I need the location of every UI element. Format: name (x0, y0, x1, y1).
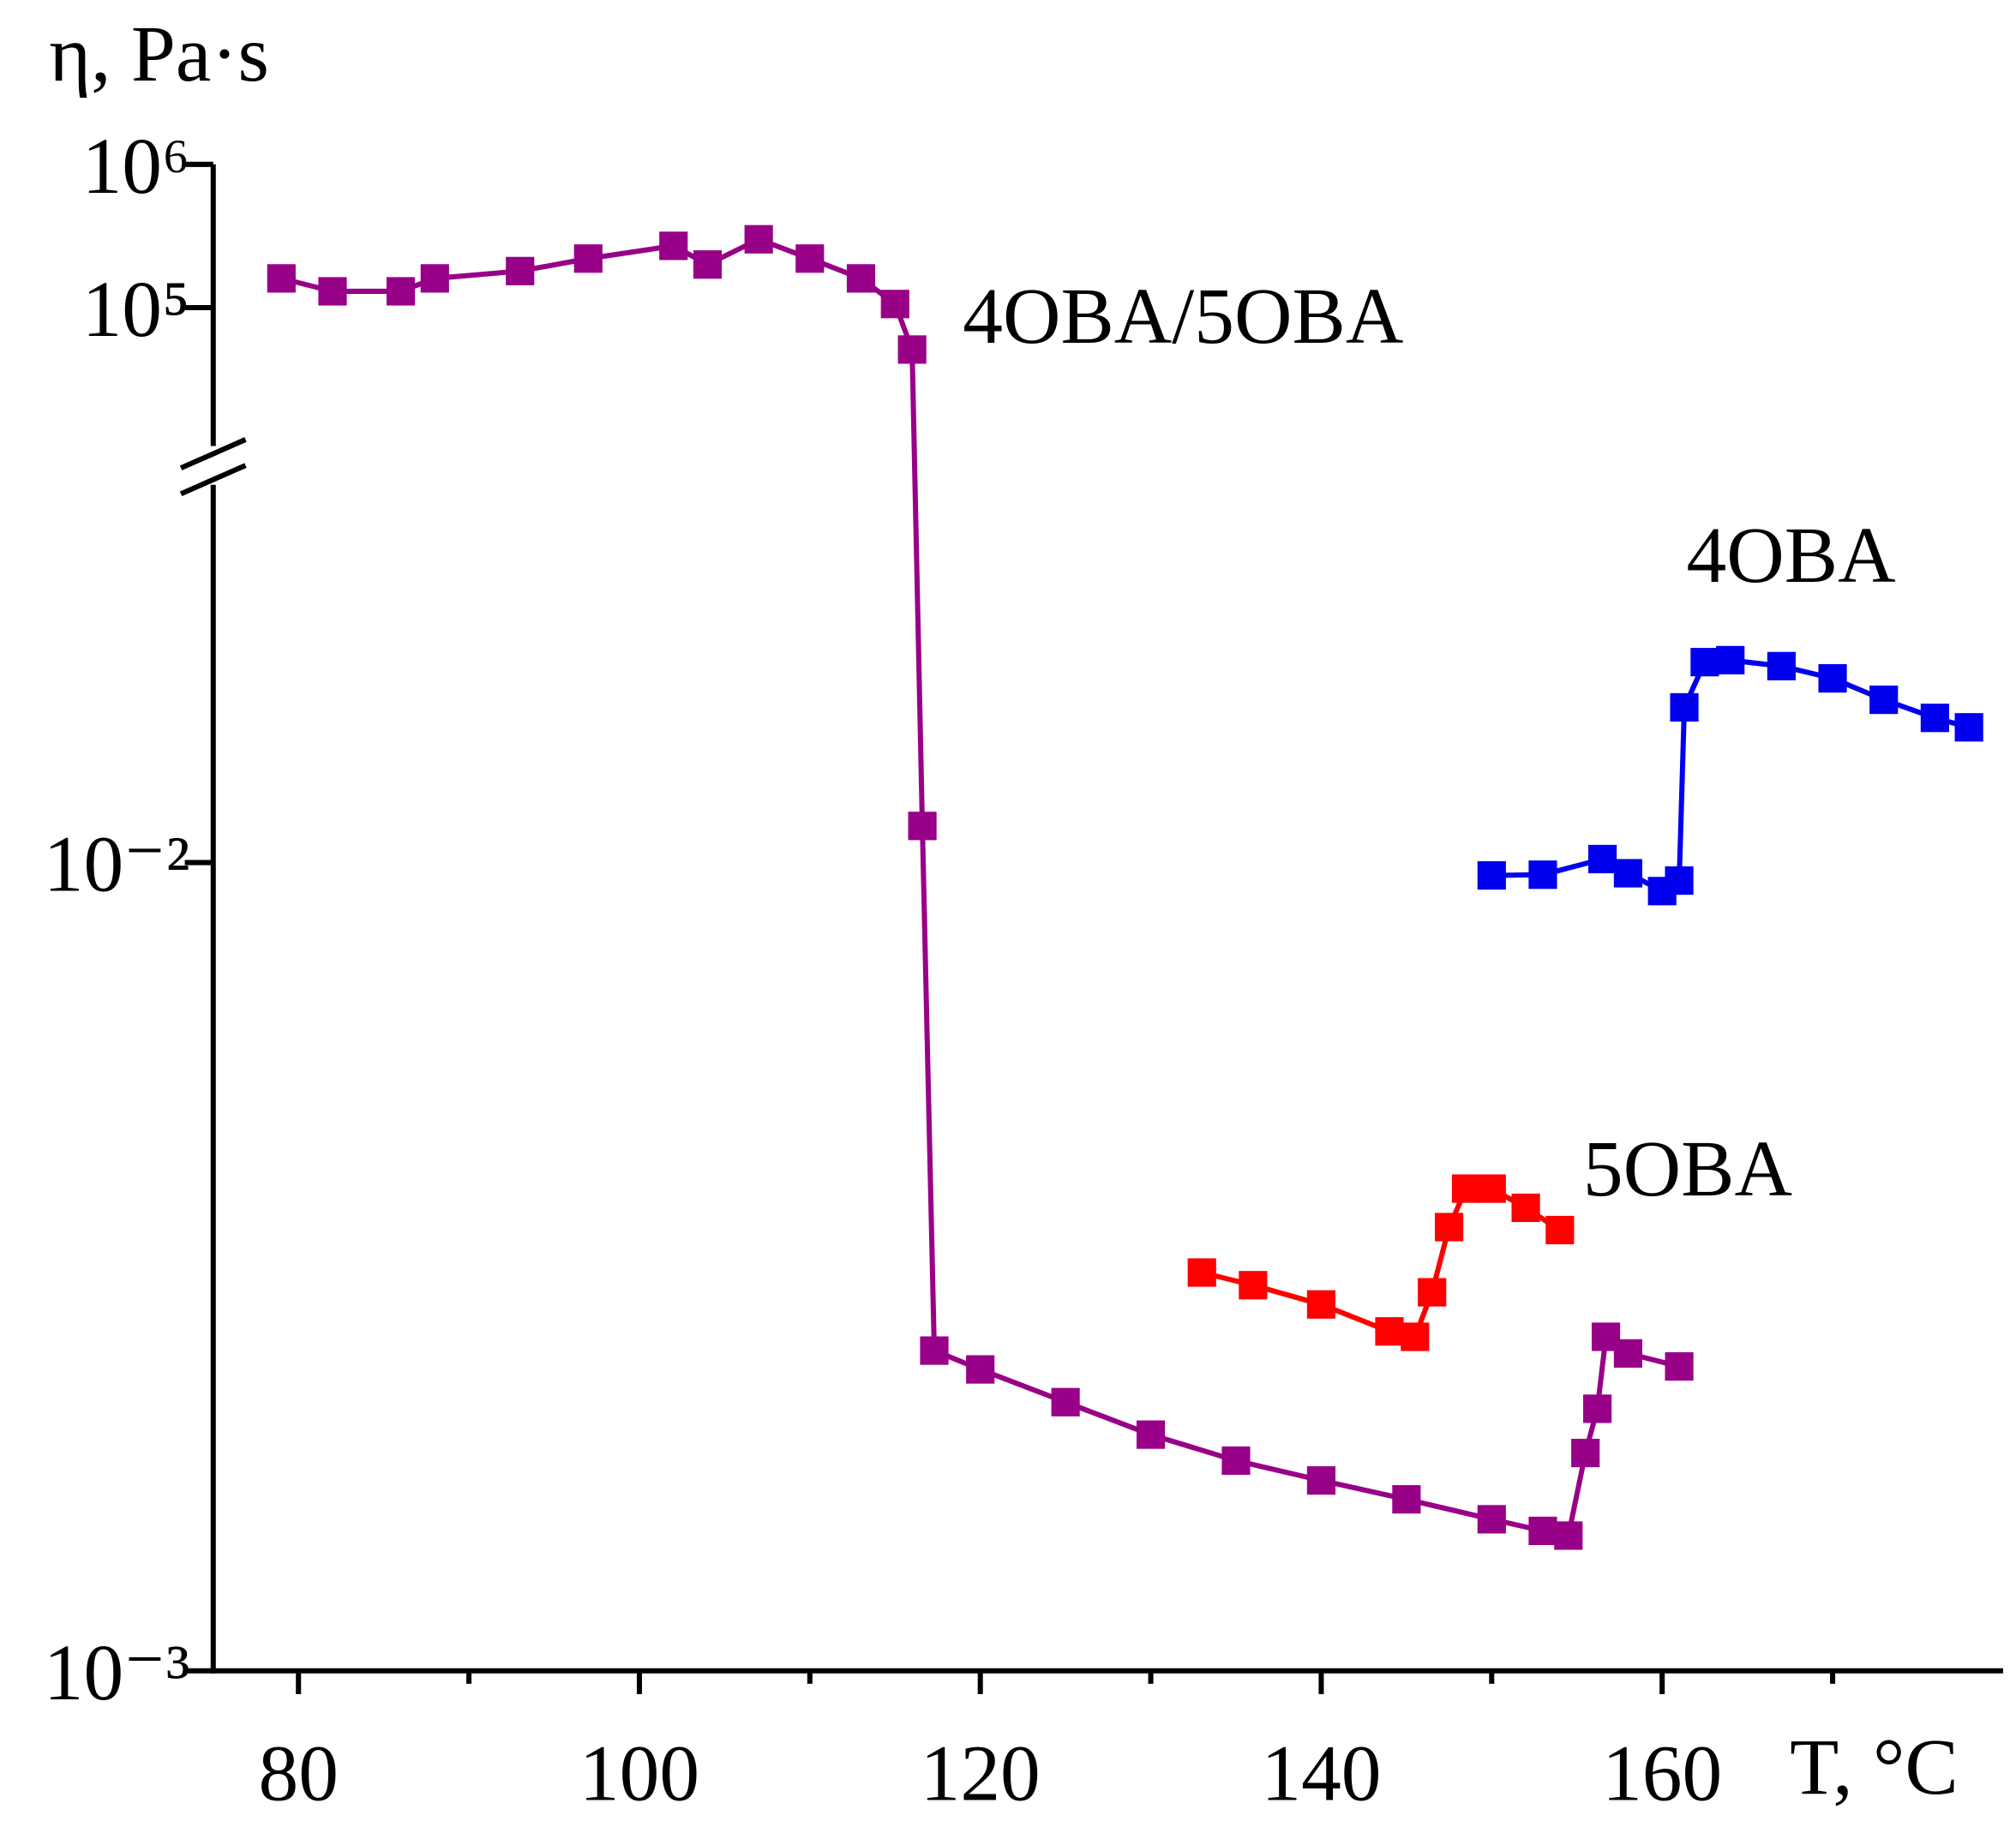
y-break (179, 437, 247, 497)
data-point (744, 225, 773, 254)
y-tick-label: 10⁻² (44, 821, 190, 909)
data-point (880, 290, 909, 319)
y-tick-label: 10⁶ (82, 123, 190, 211)
data-point (267, 264, 296, 293)
data-point (420, 264, 449, 293)
y-tick-label: 10⁻³ (44, 1629, 190, 1717)
data-point (1690, 648, 1719, 677)
data-point (1528, 1516, 1557, 1546)
data-point (1239, 1271, 1268, 1300)
x-axis-label: T, °C (1790, 1723, 1959, 1812)
data-point (1665, 866, 1694, 896)
data-point (1392, 1485, 1421, 1514)
data-point (1583, 1394, 1612, 1423)
data-point (1451, 1174, 1481, 1203)
data-point (1869, 686, 1899, 715)
data-point (1136, 1420, 1166, 1449)
data-point (908, 812, 937, 841)
data-point (1818, 664, 1847, 693)
y-axis-label: η, Pa·s (49, 10, 269, 99)
data-point (1187, 1258, 1216, 1287)
x-tick-label: 80 (258, 1730, 338, 1818)
data-point (1587, 844, 1617, 874)
data-point (573, 244, 603, 273)
x-tick-label: 120 (921, 1730, 1041, 1818)
data-point (1571, 1438, 1600, 1468)
annotation: 4OBA (1687, 512, 1896, 600)
series-line (1201, 1186, 1562, 1340)
data-point (659, 231, 688, 261)
data-point (920, 1336, 949, 1365)
data-point (1554, 1521, 1583, 1550)
x-tick-label: 140 (1261, 1730, 1381, 1818)
data-point (1528, 860, 1557, 890)
data-point (1418, 1278, 1447, 1307)
break-mark (179, 437, 247, 470)
data-point (1477, 1505, 1506, 1534)
data-point (1435, 1213, 1464, 1242)
data-point (1767, 651, 1796, 680)
data-point (1716, 645, 1745, 674)
x-tick-label: 160 (1602, 1730, 1722, 1818)
data-point (1670, 692, 1699, 722)
data-point (1306, 1290, 1336, 1319)
data-point (1545, 1215, 1575, 1245)
data-point (1477, 860, 1506, 890)
data-point (318, 277, 347, 306)
data-point (386, 277, 416, 306)
data-point (846, 264, 876, 293)
data-point (1051, 1387, 1080, 1417)
annotation: 4OBA/5OBA (963, 273, 1403, 361)
data-point (693, 250, 723, 279)
data-point (1665, 1351, 1694, 1381)
data-point (1221, 1446, 1251, 1476)
data-point (1954, 713, 1983, 742)
data-point (795, 244, 825, 273)
data-point (1477, 1174, 1506, 1203)
break-mark (179, 463, 247, 497)
data-point (1613, 1339, 1642, 1368)
y-tick-label: 10⁵ (82, 266, 190, 354)
data-point (1401, 1322, 1430, 1351)
data-point (897, 335, 927, 364)
data-point (1920, 704, 1949, 733)
data-point (966, 1355, 995, 1384)
x-tick-label: 100 (579, 1730, 699, 1818)
series-line (280, 236, 1680, 1539)
data-point (1375, 1317, 1404, 1346)
data-point (1613, 859, 1642, 888)
data-point (1306, 1466, 1336, 1495)
data-point (506, 256, 535, 285)
annotation: 5OBA (1583, 1125, 1792, 1213)
data-point (1511, 1193, 1540, 1223)
